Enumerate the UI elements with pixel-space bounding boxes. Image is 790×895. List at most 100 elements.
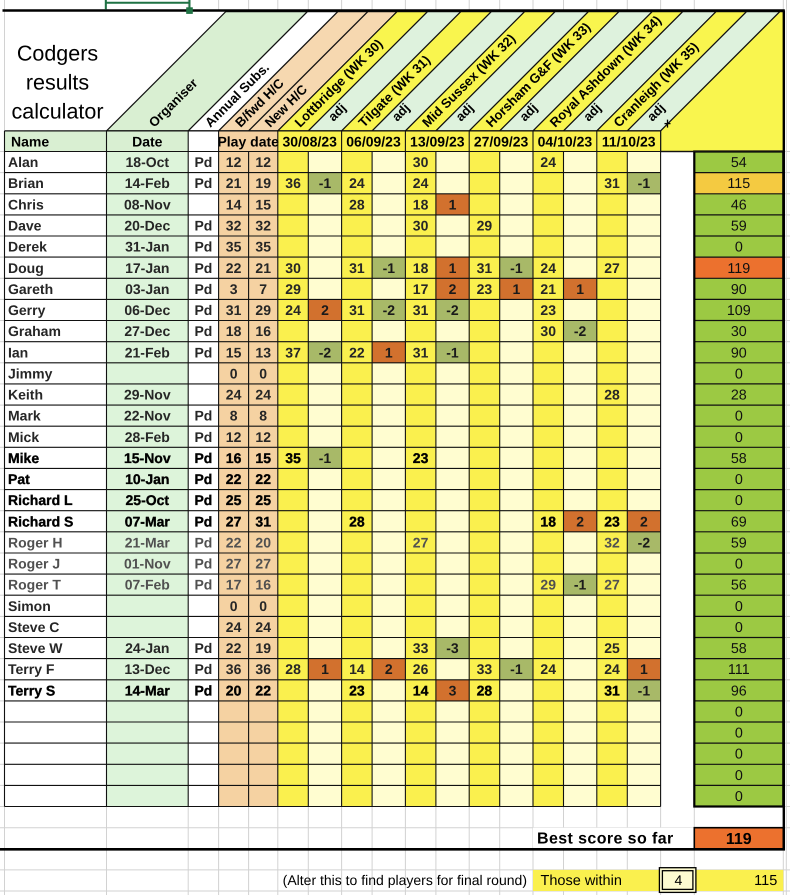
svg-text:15: 15 xyxy=(255,450,271,466)
svg-text:Pd: Pd xyxy=(194,513,212,529)
svg-text:28: 28 xyxy=(285,661,301,677)
svg-text:Doug: Doug xyxy=(8,260,44,276)
svg-text:Pd: Pd xyxy=(194,344,212,360)
svg-text:13: 13 xyxy=(255,344,271,360)
svg-text:28: 28 xyxy=(477,682,493,698)
svg-text:Simon: Simon xyxy=(8,598,51,614)
svg-text:-3: -3 xyxy=(446,640,459,656)
svg-text:01-Nov: 01-Nov xyxy=(124,556,171,572)
svg-text:59: 59 xyxy=(731,219,747,235)
svg-text:31: 31 xyxy=(349,260,365,276)
svg-text:33: 33 xyxy=(477,661,493,677)
svg-text:Pd: Pd xyxy=(194,577,212,593)
svg-text:0: 0 xyxy=(735,789,743,805)
svg-text:32: 32 xyxy=(255,218,271,234)
svg-text:30: 30 xyxy=(413,154,429,170)
svg-text:28: 28 xyxy=(349,513,365,529)
svg-text:Terry F: Terry F xyxy=(8,661,55,677)
svg-text:25: 25 xyxy=(604,640,620,656)
svg-text:Alan: Alan xyxy=(8,154,38,170)
svg-text:Pd: Pd xyxy=(194,281,212,297)
svg-text:Mike: Mike xyxy=(8,450,39,466)
svg-text:29: 29 xyxy=(540,577,556,593)
svg-text:37: 37 xyxy=(285,344,301,360)
svg-text:0: 0 xyxy=(735,599,743,615)
svg-text:31: 31 xyxy=(413,302,429,318)
svg-text:32: 32 xyxy=(604,534,620,550)
svg-text:16: 16 xyxy=(255,323,271,339)
svg-text:Pd: Pd xyxy=(194,682,212,698)
svg-text:29: 29 xyxy=(477,218,493,234)
svg-text:27: 27 xyxy=(255,556,271,572)
svg-text:21: 21 xyxy=(226,175,242,191)
svg-text:28: 28 xyxy=(604,387,620,403)
svg-text:Mick: Mick xyxy=(8,429,39,445)
svg-text:14-Mar: 14-Mar xyxy=(125,682,171,698)
svg-text:36: 36 xyxy=(255,661,271,677)
svg-text:25: 25 xyxy=(255,492,271,508)
svg-text:-2: -2 xyxy=(638,534,651,550)
svg-text:results: results xyxy=(26,70,89,94)
svg-text:1: 1 xyxy=(449,196,457,212)
svg-text:22: 22 xyxy=(349,344,365,360)
svg-text:90: 90 xyxy=(731,345,747,361)
svg-text:24: 24 xyxy=(413,175,429,191)
svg-text:18: 18 xyxy=(540,513,556,529)
svg-text:31: 31 xyxy=(226,302,242,318)
svg-text:21-Feb: 21-Feb xyxy=(125,344,170,360)
svg-text:18: 18 xyxy=(413,260,429,276)
svg-text:24: 24 xyxy=(285,302,301,318)
svg-text:26: 26 xyxy=(413,661,429,677)
svg-text:27: 27 xyxy=(604,260,620,276)
svg-text:24: 24 xyxy=(226,619,242,635)
svg-text:15: 15 xyxy=(226,344,242,360)
svg-text:20: 20 xyxy=(226,682,242,698)
svg-text:12: 12 xyxy=(255,154,271,170)
svg-text:0: 0 xyxy=(735,557,743,573)
svg-text:22-Nov: 22-Nov xyxy=(124,408,171,424)
svg-text:18: 18 xyxy=(226,323,242,339)
svg-text:36: 36 xyxy=(285,175,301,191)
svg-text:20-Dec: 20-Dec xyxy=(124,218,170,234)
svg-text:12: 12 xyxy=(255,429,271,445)
svg-text:13/09/23: 13/09/23 xyxy=(410,134,465,150)
svg-text:115: 115 xyxy=(754,873,777,889)
svg-text:0: 0 xyxy=(735,493,743,509)
svg-text:30: 30 xyxy=(540,323,556,339)
svg-text:23: 23 xyxy=(413,450,429,466)
svg-text:1: 1 xyxy=(576,281,584,297)
svg-text:22: 22 xyxy=(226,534,242,550)
svg-text:27/09/23: 27/09/23 xyxy=(474,134,529,150)
svg-text:-1: -1 xyxy=(574,577,587,593)
svg-text:Pd: Pd xyxy=(194,260,212,276)
svg-text:Date: Date xyxy=(132,134,163,150)
svg-text:46: 46 xyxy=(731,197,747,213)
svg-text:Gareth: Gareth xyxy=(8,281,53,297)
svg-text:22: 22 xyxy=(226,471,242,487)
svg-text:-1: -1 xyxy=(638,682,651,698)
svg-text:0: 0 xyxy=(735,409,743,425)
svg-text:27-Dec: 27-Dec xyxy=(124,323,170,339)
svg-text:7: 7 xyxy=(259,281,267,297)
svg-text:35: 35 xyxy=(226,239,242,255)
svg-text:Pd: Pd xyxy=(194,408,212,424)
svg-text:0: 0 xyxy=(259,598,267,614)
svg-text:-2: -2 xyxy=(574,323,587,339)
svg-text:06-Dec: 06-Dec xyxy=(124,302,170,318)
svg-text:Jimmy: Jimmy xyxy=(8,365,53,381)
svg-text:0: 0 xyxy=(735,366,743,382)
svg-text:06/09/23: 06/09/23 xyxy=(346,134,401,150)
svg-text:22: 22 xyxy=(226,260,242,276)
svg-text:Pd: Pd xyxy=(194,302,212,318)
svg-text:13-Dec: 13-Dec xyxy=(124,661,170,677)
svg-text:14: 14 xyxy=(413,682,429,698)
svg-text:0: 0 xyxy=(230,365,238,381)
svg-text:03-Jan: 03-Jan xyxy=(125,281,169,297)
svg-text:Pd: Pd xyxy=(194,218,212,234)
svg-text:Richard L: Richard L xyxy=(8,492,73,508)
svg-text:-1: -1 xyxy=(510,661,523,677)
svg-text:Pd: Pd xyxy=(194,661,212,677)
svg-text:16: 16 xyxy=(255,577,271,593)
svg-text:4: 4 xyxy=(675,872,683,888)
svg-text:31: 31 xyxy=(477,260,493,276)
